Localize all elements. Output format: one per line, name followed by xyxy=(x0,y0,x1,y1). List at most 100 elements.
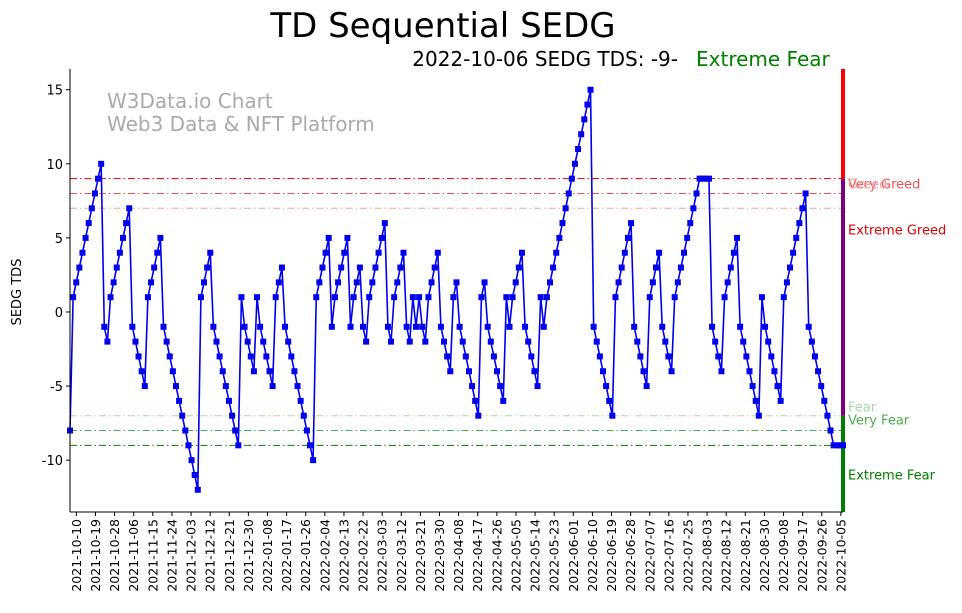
data-point xyxy=(478,294,485,301)
data-point xyxy=(768,353,775,360)
data-point xyxy=(388,338,395,345)
data-point xyxy=(465,368,472,375)
watermark-line-1: W3Data.io Chart xyxy=(107,89,273,113)
data-point xyxy=(724,279,731,286)
data-point xyxy=(811,353,818,360)
data-point xyxy=(197,294,204,301)
data-point xyxy=(777,397,784,404)
data-point xyxy=(359,323,366,330)
data-point xyxy=(450,294,457,301)
data-point xyxy=(79,249,86,256)
data-point xyxy=(288,353,295,360)
data-point xyxy=(518,249,525,256)
x-tick-label: 2021-10-19 xyxy=(88,519,103,592)
x-tick-label: 2022-07-16 xyxy=(661,519,676,592)
data-point xyxy=(132,338,139,345)
data-point xyxy=(624,234,631,241)
y-tick-label: 15 xyxy=(46,84,63,99)
data-point xyxy=(484,323,491,330)
data-point xyxy=(107,294,114,301)
data-point xyxy=(434,249,441,256)
data-point xyxy=(522,323,529,330)
data-point xyxy=(799,205,806,212)
data-point xyxy=(282,323,289,330)
data-point xyxy=(316,279,323,286)
data-point xyxy=(637,353,644,360)
data-point xyxy=(646,294,653,301)
data-point xyxy=(232,427,239,434)
data-point xyxy=(553,249,560,256)
data-point xyxy=(328,323,335,330)
data-point xyxy=(475,412,482,419)
x-tick-label: 2022-05-05 xyxy=(508,519,523,592)
data-point xyxy=(824,412,831,419)
data-point xyxy=(238,294,245,301)
data-point xyxy=(618,264,625,271)
data-point xyxy=(559,220,566,227)
data-point xyxy=(375,249,382,256)
data-point xyxy=(805,323,812,330)
data-point xyxy=(185,442,192,449)
x-axis-ticks: 2021-10-10 2021-10-19 2021-10-28 2021-11-06… xyxy=(69,512,848,592)
data-point xyxy=(188,457,195,464)
data-point xyxy=(621,249,628,256)
data-point xyxy=(229,412,236,419)
data-point xyxy=(148,279,155,286)
x-tick-label: 2022-03-12 xyxy=(394,519,409,592)
data-point xyxy=(503,294,510,301)
data-point xyxy=(780,294,787,301)
data-point xyxy=(201,279,208,286)
data-point xyxy=(222,383,229,390)
x-tick-label: 2021-10-10 xyxy=(69,519,84,592)
data-point xyxy=(668,368,675,375)
data-point xyxy=(76,264,83,271)
threshold-label: Very Greed xyxy=(848,177,920,192)
data-point xyxy=(135,353,142,360)
data-point xyxy=(815,368,822,375)
data-point xyxy=(307,442,314,449)
data-point xyxy=(356,264,363,271)
data-point xyxy=(790,249,797,256)
data-point xyxy=(649,279,656,286)
data-point xyxy=(758,294,765,301)
data-point xyxy=(322,249,329,256)
data-point xyxy=(257,323,264,330)
x-tick-label: 2022-07-07 xyxy=(642,519,657,592)
data-point xyxy=(634,338,641,345)
data-point xyxy=(154,249,161,256)
data-point xyxy=(712,338,719,345)
data-point xyxy=(210,323,217,330)
x-tick-label: 2021-12-03 xyxy=(184,519,199,592)
data-point xyxy=(179,412,186,419)
threshold-label: Fear xyxy=(848,401,877,416)
y-tick-label: 0 xyxy=(55,306,63,321)
x-tick-label: 2022-08-21 xyxy=(738,519,753,592)
data-point xyxy=(818,383,825,390)
data-point xyxy=(394,279,401,286)
sentiment-side-bar xyxy=(841,69,845,512)
watermark-line-2: Web3 Data & NFT Platform xyxy=(107,112,375,136)
data-point xyxy=(506,323,513,330)
data-point xyxy=(808,338,815,345)
data-point xyxy=(406,338,413,345)
data-point xyxy=(540,323,547,330)
data-point xyxy=(110,279,117,286)
data-point xyxy=(169,368,176,375)
data-point xyxy=(830,442,837,449)
data-point xyxy=(141,383,148,390)
data-point xyxy=(596,353,603,360)
data-point xyxy=(509,294,516,301)
data-point xyxy=(403,323,410,330)
data-point xyxy=(422,338,429,345)
data-point xyxy=(584,101,591,108)
x-tick-label: 2021-10-28 xyxy=(107,519,122,592)
threshold-lines xyxy=(70,178,843,446)
data-point xyxy=(512,279,519,286)
data-point xyxy=(528,353,535,360)
data-point xyxy=(160,323,167,330)
data-point xyxy=(628,220,635,227)
y-tick-label: -5 xyxy=(50,380,63,395)
x-tick-label: 2022-02-04 xyxy=(317,519,332,592)
x-tick-label: 2022-02-22 xyxy=(356,519,371,592)
side-bar-segment xyxy=(841,178,845,416)
